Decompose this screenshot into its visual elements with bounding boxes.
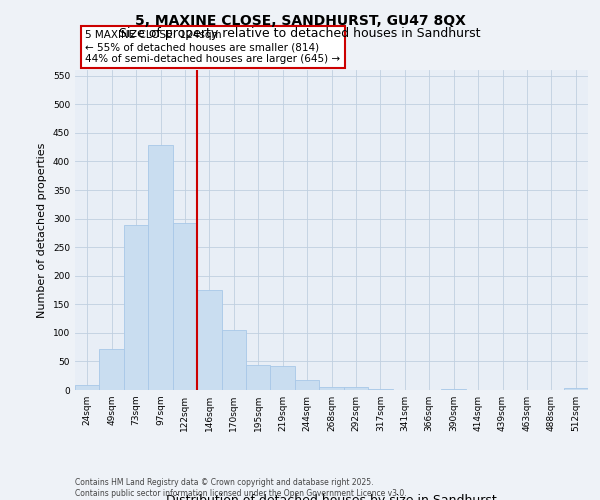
- Bar: [246, 366, 271, 390]
- X-axis label: Distribution of detached houses by size in Sandhurst: Distribution of detached houses by size …: [166, 494, 497, 500]
- Y-axis label: Number of detached properties: Number of detached properties: [37, 142, 47, 318]
- Bar: [221, 330, 246, 390]
- Bar: [271, 366, 295, 390]
- Bar: [124, 225, 148, 390]
- Bar: [344, 387, 368, 390]
- Text: Size of property relative to detached houses in Sandhurst: Size of property relative to detached ho…: [119, 28, 481, 40]
- Bar: [173, 222, 197, 390]
- Bar: [100, 349, 124, 390]
- Bar: [295, 380, 319, 390]
- Bar: [75, 386, 100, 390]
- Bar: [563, 388, 588, 390]
- Text: Contains HM Land Registry data © Crown copyright and database right 2025.
Contai: Contains HM Land Registry data © Crown c…: [75, 478, 407, 498]
- Bar: [319, 386, 344, 390]
- Text: 5 MAXINE CLOSE: 124sqm
← 55% of detached houses are smaller (814)
44% of semi-de: 5 MAXINE CLOSE: 124sqm ← 55% of detached…: [85, 30, 340, 64]
- Bar: [368, 389, 392, 390]
- Bar: [197, 290, 221, 390]
- Text: 5, MAXINE CLOSE, SANDHURST, GU47 8QX: 5, MAXINE CLOSE, SANDHURST, GU47 8QX: [134, 14, 466, 28]
- Bar: [148, 146, 173, 390]
